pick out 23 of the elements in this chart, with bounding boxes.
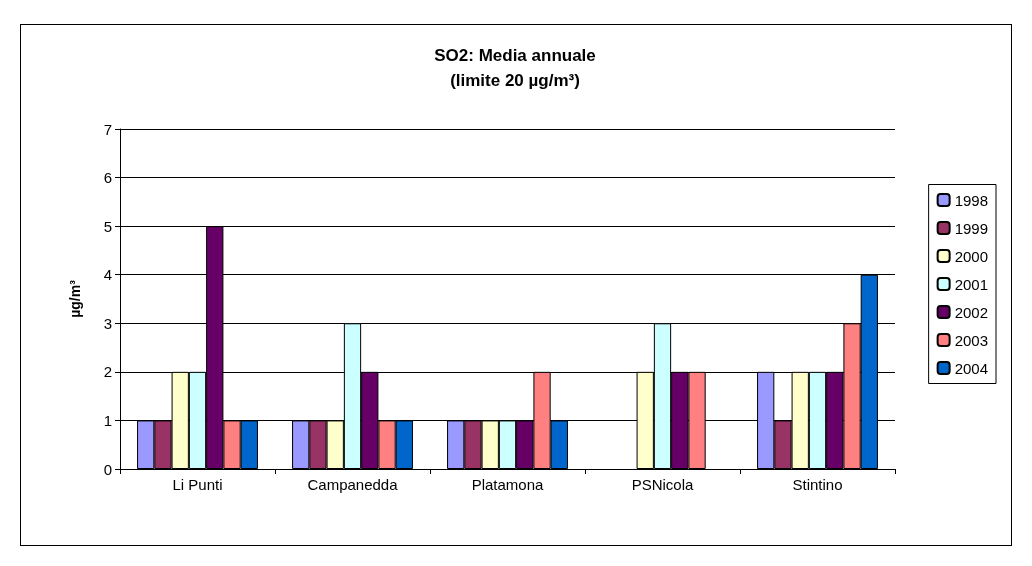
legend-label: 2001 xyxy=(954,275,989,293)
legend-label: 2004 xyxy=(954,359,989,377)
x-tick-label: Stintino xyxy=(792,476,843,493)
chart-title: SO2: Media annuale xyxy=(434,46,596,65)
x-tick-label: Platamona xyxy=(471,476,545,493)
legend-label: 1998 xyxy=(954,191,989,209)
y-tick-label: 4 xyxy=(103,266,112,284)
y-tick-label: 1 xyxy=(103,411,112,429)
legend-label: 2002 xyxy=(954,303,989,321)
legend-label: 1999 xyxy=(954,219,989,237)
y-tick-label: 7 xyxy=(103,120,112,138)
x-tick-label: Campanedda xyxy=(307,476,399,493)
y-tick-label: 5 xyxy=(103,217,112,235)
legend-label: 2003 xyxy=(954,331,989,349)
y-axis-title: µg/m³ xyxy=(67,279,83,318)
y-tick-label: 6 xyxy=(103,169,112,187)
y-tick-label: 0 xyxy=(103,460,112,478)
y-tick-label: 2 xyxy=(103,363,112,381)
x-tick-label: PSNicola xyxy=(631,476,694,493)
legend-label: 2000 xyxy=(954,247,989,265)
x-tick-label: Li Punti xyxy=(172,476,223,493)
chart-subtitle: (limite 20 µg/m³) xyxy=(450,71,580,90)
y-tick-label: 3 xyxy=(103,314,112,332)
